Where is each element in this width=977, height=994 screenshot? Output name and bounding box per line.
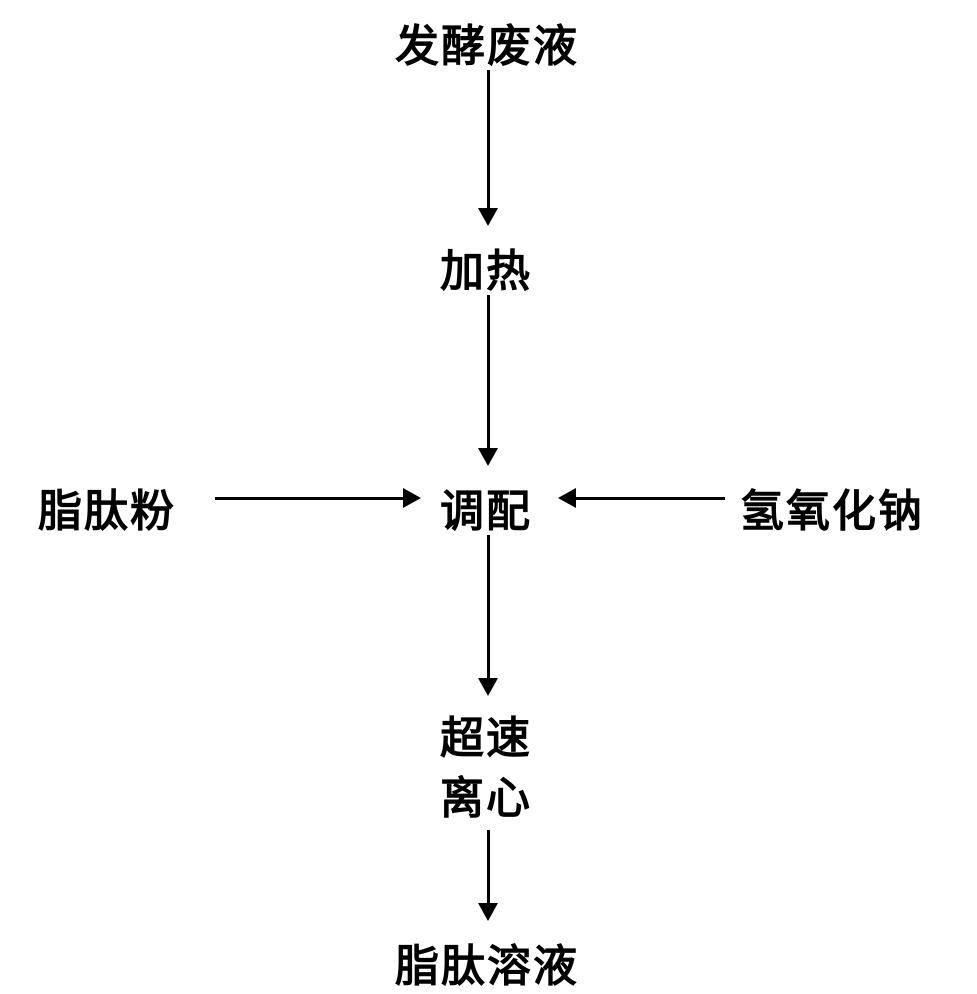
- node-heat: 加热: [440, 235, 532, 299]
- node-ultracentrifuge-line1: 超速: [440, 710, 532, 767]
- node-fermentation-waste: 发酵废液: [395, 10, 579, 74]
- node-sodium-hydroxide: 氢氧化钠: [740, 475, 924, 539]
- node-ultracentrifuge-line2: 离心: [440, 770, 532, 827]
- node-lipopeptide-powder: 脂肽粉: [38, 475, 176, 539]
- node-lipopeptide-solution: 脂肽溶液: [395, 930, 579, 994]
- node-mix: 调配: [440, 475, 532, 539]
